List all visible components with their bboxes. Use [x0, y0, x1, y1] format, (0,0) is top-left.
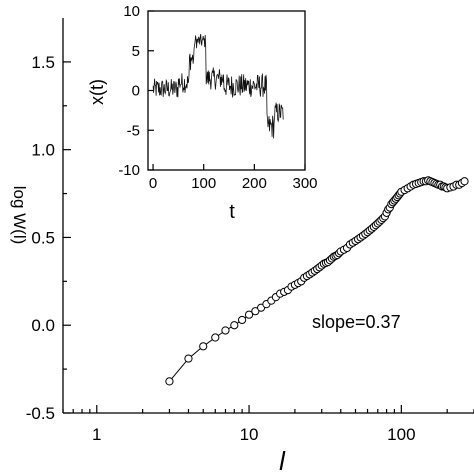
data-point [199, 342, 208, 351]
data-point [237, 315, 247, 325]
main-plot: -0.5 0.0 0.5 1.0 1.5 1 10 100 l log W(l) slope=0.3… [10, 18, 474, 474]
inset-y-tick-label: 5 [132, 43, 140, 60]
inset-x-tick-label: 0 [149, 175, 157, 192]
main-x-tick-label: 1 [92, 425, 101, 444]
main-x-axis-label: l [279, 446, 286, 474]
main-x-tick-label: 10 [240, 425, 259, 444]
data-point [221, 326, 230, 335]
data-point [251, 307, 260, 316]
inset-x-axis-label: t [229, 201, 235, 223]
main-series-line [169, 179, 465, 382]
inset-series-line [152, 34, 284, 139]
inset-y-tick-label: -5 [127, 122, 140, 139]
data-point [460, 177, 469, 186]
inset-x-tick-label: 300 [292, 175, 317, 192]
main-y-axis-label: log W(l) [10, 186, 29, 245]
inset-x-tick-label: 200 [242, 175, 267, 192]
main-y-tick-label: 0.5 [31, 228, 55, 247]
inset-x-tick-label: 100 [191, 175, 216, 192]
main-y-tick-label: 0.0 [31, 316, 55, 335]
main-y-tick-label: 1.0 [31, 141, 55, 160]
main-y-tick-label: -0.5 [26, 404, 55, 423]
data-point [230, 321, 239, 330]
data-point [211, 333, 220, 342]
main-y-tick-label: 1.5 [31, 53, 55, 72]
inset-y-tick-label: 10 [123, 3, 140, 20]
inset-y-axis-label: x(t) [87, 79, 107, 105]
main-x-tick-label: 100 [387, 425, 415, 444]
slope-annotation: slope=0.37 [312, 312, 401, 332]
data-point [244, 310, 254, 319]
data-point [184, 354, 193, 363]
inset-y-tick-label: 0 [132, 83, 140, 100]
data-point [165, 377, 174, 386]
inset-y-tick-label: -10 [118, 162, 140, 179]
